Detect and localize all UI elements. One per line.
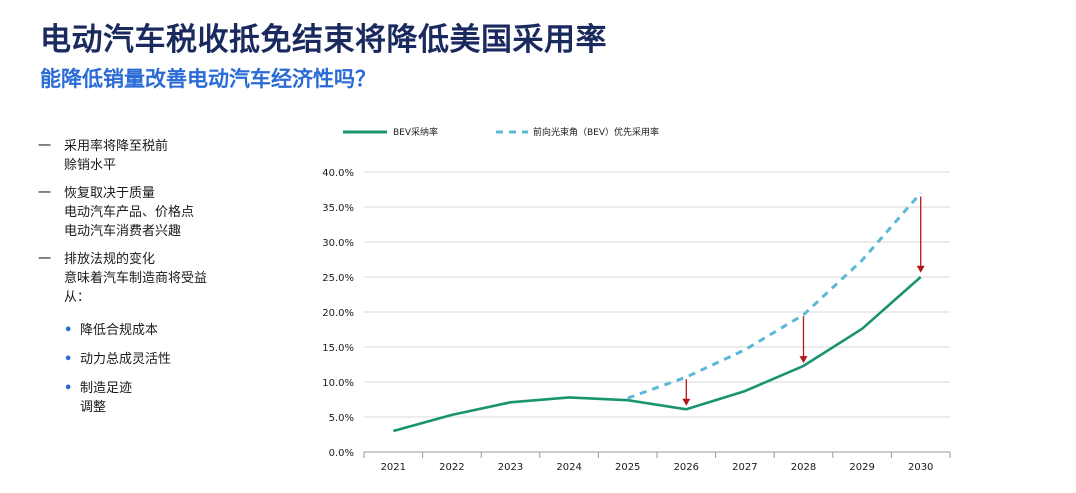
- y-tick-label: 30.0%: [322, 238, 354, 249]
- y-tick-label: 35.0%: [322, 203, 354, 214]
- arrow-head: [682, 398, 691, 406]
- bullet-line: 意味着汽车制造商将受益: [64, 271, 208, 286]
- x-tick-label: 2022: [439, 462, 464, 473]
- x-axis: 2021 2022 2023 2024 2025 2026 2027 2028 2029 2030: [363, 452, 951, 473]
- bev-series-line: [392, 276, 922, 433]
- y-tick-label: 15.0%: [322, 343, 354, 354]
- y-axis: 0.0% 5.0% 10.0% 15.0% 20.0% 25.0% 30.0% 35.0% 40…: [322, 168, 354, 459]
- arrow-head: [799, 356, 808, 364]
- bullet-dash: 一: [38, 186, 52, 201]
- bullet-dot-icon: •: [64, 323, 73, 338]
- x-tick-label: 2023: [498, 462, 523, 473]
- x-tick-label: 2027: [732, 462, 757, 473]
- y-tick-label: 5.0%: [329, 413, 354, 424]
- bullet-dash: 一: [38, 252, 52, 267]
- arrow-head: [916, 265, 925, 273]
- legend-forecast-label: 前向光束角（BEV）优先采用率: [533, 126, 659, 138]
- bullet-dash: 一: [38, 139, 52, 154]
- sub-bullet-item: • 降低合规成本: [38, 321, 288, 340]
- x-tick-label: 2026: [674, 462, 699, 473]
- bullet-item: 一 排放法规的变化 意味着汽车制造商将受益 从：: [38, 250, 288, 307]
- y-tick-label: 25.0%: [322, 273, 354, 284]
- bullet-dot-icon: •: [64, 381, 73, 396]
- bullet-list: 一 采用率将降至税前 赊销水平 一 恢复取决于质量 电动汽车产品、价格点 电动汽…: [38, 137, 288, 426]
- forecast-series-line: [627, 192, 922, 400]
- bullet-item: 一 恢复取决于质量 电动汽车产品、价格点 电动汽车消费者兴趣: [38, 184, 288, 241]
- bullet-line: 电动汽车消费者兴趣: [64, 224, 182, 239]
- sub-bullet-line: 降低合规成本: [80, 323, 159, 338]
- bullet-item: 一 采用率将降至税前 赊销水平: [38, 137, 288, 175]
- x-tick-label: 2021: [381, 462, 406, 473]
- x-tick-label: 2025: [615, 462, 640, 473]
- y-tick-label: 10.0%: [322, 378, 354, 389]
- chart-arrows: [682, 196, 925, 406]
- page-subtitle: 能降低销量改善电动汽车经济性吗？: [40, 67, 376, 91]
- page-title: 电动汽车税收抵免结束将降低美国采用率: [40, 22, 607, 58]
- bullet-line: 排放法规的变化: [64, 252, 156, 267]
- y-tick-label: 20.0%: [322, 308, 354, 319]
- bullet-line: 电动汽车产品、价格点: [64, 205, 195, 220]
- x-tick-label: 2029: [849, 462, 874, 473]
- bullet-line: 赊销水平: [64, 158, 117, 173]
- x-tick-label: 2028: [791, 462, 816, 473]
- legend-bev-label: BEV采纳率: [393, 126, 438, 138]
- bullet-line: 采用率将降至税前: [64, 139, 169, 154]
- chart-series: [392, 192, 922, 433]
- sub-bullet-item: • 制造足迹 调整: [38, 379, 288, 417]
- chart-legend: BEV采纳率 前向光束角（BEV）优先采用率: [343, 126, 659, 138]
- chart-grid: [364, 171, 950, 453]
- y-tick-label: 40.0%: [322, 168, 354, 179]
- bullet-line: 从：: [64, 290, 91, 305]
- y-tick-label: 0.0%: [329, 448, 354, 459]
- bullet-dot-icon: •: [64, 352, 73, 367]
- x-tick-label: 2030: [908, 462, 933, 473]
- bullet-line: 恢复取决于质量: [64, 186, 156, 201]
- x-tick-label: 2024: [556, 462, 581, 473]
- sub-bullet-line: 制造足迹: [80, 381, 133, 396]
- sub-bullet-line: 动力总成灵活性: [80, 352, 172, 367]
- sub-bullet-item: • 动力总成灵活性: [38, 350, 288, 369]
- sub-bullet-line: 调整: [80, 400, 107, 415]
